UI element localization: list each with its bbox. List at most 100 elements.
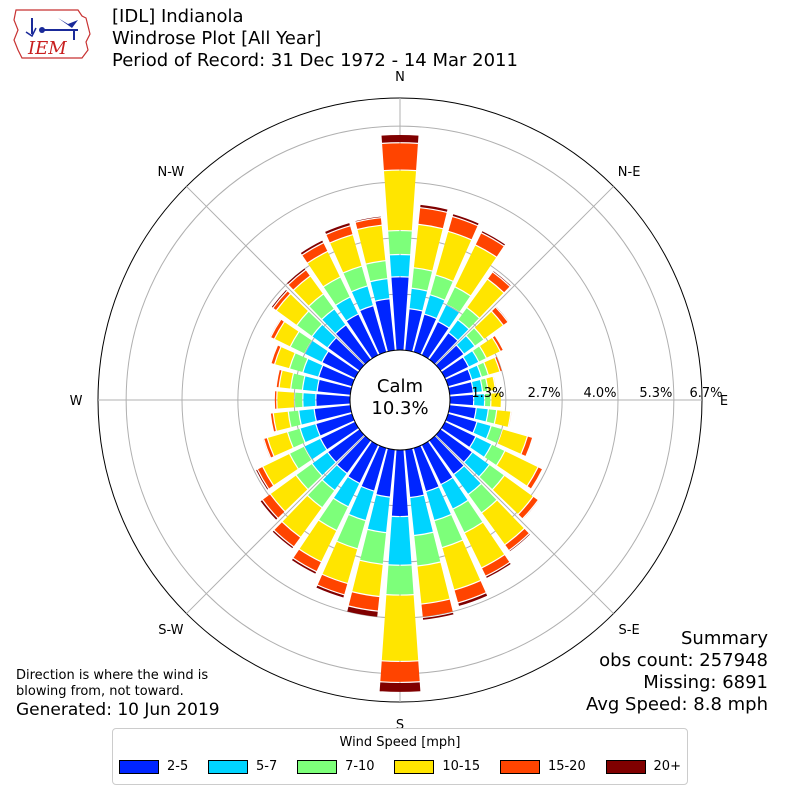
windrose-bar-segment	[413, 224, 443, 271]
windrose-bar-segment	[323, 277, 350, 305]
note-line-1: Direction is where the wind is	[16, 668, 209, 683]
windrose-bar-segment	[420, 204, 448, 212]
windrose-bar-segment	[379, 682, 421, 692]
windrose-bar-segment	[484, 444, 505, 465]
windrose-bar-segment	[448, 405, 476, 419]
calm-circle	[349, 349, 451, 451]
legend-item-20-plus: 20+	[605, 759, 681, 774]
windrose-bar-segment	[391, 449, 409, 516]
windrose-bar-segment	[303, 359, 323, 377]
legend-item-5-7: 5-7	[208, 759, 277, 774]
windrose-bar-segment	[388, 231, 412, 255]
calm-value: 10.3%	[371, 398, 429, 419]
windrose-bar-segment	[367, 495, 390, 533]
windrose-bar-segment	[303, 393, 316, 407]
windrose-bar-segment	[270, 413, 276, 432]
windrose-bar-segment	[421, 599, 453, 617]
windrose-bar-segment	[438, 305, 459, 328]
windrose-bar-segment	[309, 294, 334, 319]
windrose-bar-segment	[303, 376, 319, 392]
legend-swatch	[605, 759, 646, 774]
windrose-bar-segment	[300, 424, 320, 443]
windrose-bar-segment	[464, 522, 505, 568]
windrose-bar-segment	[319, 498, 348, 530]
windrose-bar-segment	[429, 333, 458, 365]
windrose-bar-segment	[256, 469, 269, 490]
windrose-bar-segment	[413, 314, 437, 355]
direction-label: N-E	[618, 165, 641, 180]
windrose-bar-segment	[452, 214, 479, 226]
windrose-bar-segment	[274, 522, 301, 547]
windrose-bar-segment	[422, 612, 454, 620]
windrose-bar-segment	[271, 319, 284, 339]
legend-title: Wind Speed [mph]	[339, 735, 461, 750]
windrose-bar-segment	[317, 379, 352, 395]
windrose-bar-segment	[274, 391, 277, 409]
windrose-bar-segment	[473, 346, 486, 362]
radial-tick-label: 5.3%	[639, 386, 672, 401]
windrose-bar-segment	[458, 308, 479, 329]
windrose-bar-segment	[470, 437, 491, 457]
windrose-bar-segment	[405, 309, 423, 352]
legend-label: 7-10	[345, 759, 375, 774]
windrose-bar-segment	[307, 252, 340, 287]
windrose-bar-segment	[521, 436, 533, 456]
chart-title: [IDL] Indianola Windrose Plot [All Year]…	[112, 6, 518, 72]
radial-tick-label: 1.3%	[471, 386, 504, 401]
windrose-bar-segment	[348, 441, 379, 483]
windrose-bar-segment	[263, 494, 285, 518]
direction-note: Direction is where the wind is blowing f…	[16, 668, 208, 700]
iem-logo: IEM	[8, 6, 100, 62]
windrose-bar-segment	[426, 487, 451, 520]
windrose-bar-segment	[435, 429, 472, 462]
windrose-bar-segment	[273, 411, 291, 431]
windrose-bar-segment	[325, 223, 350, 234]
grid-spoke	[435, 186, 614, 365]
windrose-bar-segment	[343, 266, 368, 292]
windrose-bar-segment	[410, 495, 433, 535]
windrose-bar-segment	[381, 134, 419, 143]
grid-spoke	[186, 435, 365, 614]
legend-label: 2-5	[167, 759, 189, 774]
windrose-bar-segment	[260, 500, 278, 520]
windrose-bar-segment	[388, 516, 412, 565]
windrose-bar-segment	[361, 445, 387, 491]
windrose-bar-segment	[299, 409, 316, 425]
windrose-bar-segment	[277, 391, 295, 409]
windrose-bar-segment	[463, 351, 479, 367]
windrose-bar-segment	[479, 465, 504, 489]
windrose-bar-segment	[446, 287, 470, 312]
windrose-bar-segment	[482, 500, 524, 545]
windrose-bar-segment	[271, 345, 281, 364]
grid-spoke	[435, 435, 614, 614]
windrose-bar-segment	[336, 325, 371, 365]
summary-missing: Missing: 6891	[643, 672, 768, 693]
windrose-bar-segment	[366, 261, 388, 282]
windrose-bar-segment	[291, 558, 317, 574]
windrose-bar-segment	[409, 288, 428, 311]
windrose-bar-segment	[429, 435, 464, 474]
windrose-bar-segment	[445, 369, 472, 387]
windrose-bar-segment	[290, 332, 312, 354]
windrose-bar-segment	[494, 410, 511, 427]
windrose-bar-segment	[458, 593, 488, 606]
windrose-bar-segment	[445, 413, 477, 433]
summary-box: Summary obs count: 257948 Missing: 6891 …	[586, 628, 768, 716]
windrose-bar-segment	[330, 235, 362, 273]
summary-avg-speed: Avg Speed: 8.8 mph	[586, 694, 768, 715]
windrose-bar-segment	[467, 279, 504, 318]
direction-label: N	[395, 70, 405, 85]
windrose-bar-segment	[288, 270, 310, 290]
windrose-bar-segment	[480, 337, 500, 358]
windrose-bar-segment	[405, 448, 424, 497]
windrose-bar-segment	[305, 341, 328, 362]
windrose-bar-segment	[328, 429, 365, 462]
windrose-bar-segment	[505, 528, 529, 550]
windrose-bar-segment	[454, 466, 481, 494]
windrose-bar-segment	[275, 322, 299, 347]
summary-title: Summary	[681, 628, 768, 649]
windrose-bar-segment	[486, 562, 511, 578]
windrose-bar-segment	[468, 365, 481, 380]
windrose-bar-segment	[509, 534, 530, 552]
